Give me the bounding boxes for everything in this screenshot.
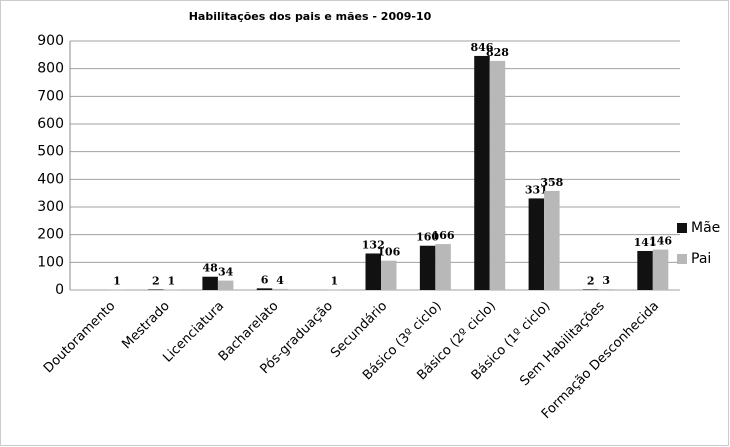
y-tick-label: 0 [55, 282, 64, 298]
value-label: 160 [416, 231, 439, 244]
y-tick-label: 200 [37, 227, 64, 243]
bar [637, 250, 653, 290]
bar [528, 198, 545, 290]
value-label: 3 [602, 274, 610, 287]
value-label: 166 [432, 229, 455, 242]
value-label: 6 [261, 273, 269, 286]
value-label: 2 [587, 274, 595, 287]
bar [256, 288, 273, 290]
legend-swatch [677, 254, 687, 264]
bar [489, 60, 506, 290]
y-tick-label: 500 [37, 144, 64, 160]
bar [598, 289, 614, 290]
bar [381, 260, 397, 290]
bar [582, 289, 599, 290]
bar [148, 289, 164, 290]
y-tick-label: 300 [37, 199, 64, 215]
value-label: 132 [362, 238, 385, 251]
legend-label: Pai [691, 251, 711, 267]
legend-label: Mãe [691, 220, 720, 236]
bar [419, 245, 436, 290]
bar [474, 55, 490, 290]
legend-swatch [677, 223, 687, 233]
value-label: 4 [276, 274, 284, 287]
bar [163, 289, 180, 291]
value-label: 146 [649, 235, 672, 248]
value-label: 1 [331, 275, 339, 288]
value-label: 1 [167, 275, 175, 288]
y-tick-label: 700 [37, 88, 64, 104]
chart-title: Habilitações dos pais e mães - 2009-10 [189, 10, 432, 23]
value-label: 48 [203, 262, 219, 275]
bar [109, 289, 125, 291]
bar [326, 289, 343, 291]
value-label: 141 [634, 236, 657, 249]
bar [652, 249, 669, 290]
y-tick-label: 400 [37, 171, 64, 187]
value-label: 34 [218, 266, 234, 279]
value-label: 106 [377, 246, 400, 259]
y-tick-label: 800 [37, 61, 64, 77]
value-label: 828 [486, 46, 509, 59]
y-tick-label: 100 [37, 254, 64, 270]
bar [544, 190, 560, 290]
bar [217, 280, 234, 290]
bar [365, 253, 381, 290]
y-tick-label: 900 [37, 33, 64, 49]
value-label: 331 [525, 183, 548, 196]
value-label: 358 [540, 176, 563, 189]
bar [202, 276, 218, 290]
bar [435, 244, 451, 290]
value-label: 1 [113, 275, 121, 288]
y-tick-label: 600 [37, 116, 64, 132]
value-label: 846 [470, 41, 493, 54]
value-label: 2 [152, 274, 160, 287]
bar [272, 288, 288, 290]
